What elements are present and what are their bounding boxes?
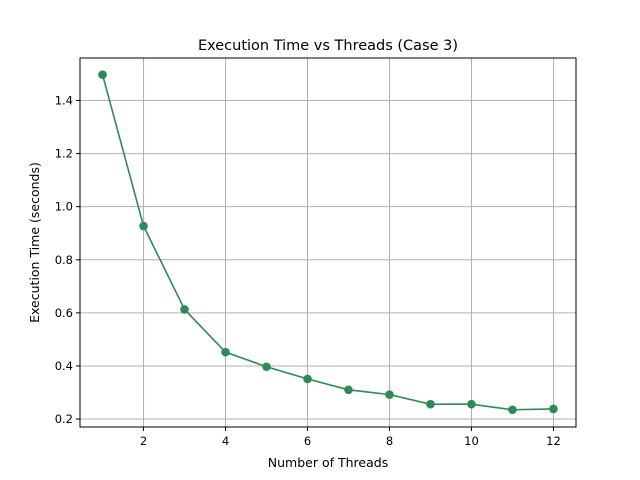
data-point: [385, 390, 394, 399]
y-tick-label: 0.2: [55, 412, 73, 426]
data-point: [549, 404, 558, 414]
y-axis-label: Execution Time (seconds): [27, 162, 42, 323]
x-tick-label: 6: [304, 434, 311, 448]
data-point: [139, 221, 148, 231]
grid-lines: [80, 58, 576, 427]
y-tick-label: 1.0: [55, 200, 73, 214]
data-point: [508, 405, 517, 415]
x-tick-label: 2: [140, 434, 147, 448]
plot-frame: [79, 57, 577, 428]
x-tick-label: 8: [386, 434, 393, 448]
y-tick-label: 1.4: [55, 93, 73, 107]
chart-title: Execution Time vs Threads (Case 3): [198, 38, 458, 54]
x-tick-label: 10: [464, 434, 479, 448]
y-tick-label: 0.6: [55, 306, 73, 320]
data-series: [98, 70, 558, 415]
data-point: [467, 399, 476, 409]
data-point: [262, 362, 271, 372]
y-tick-label: 1.2: [55, 147, 73, 161]
axis-ticks: 2 4 6 8 10 12 0.2 0.4 0.6 0.8 1.0 1.2 1.4: [55, 93, 561, 448]
data-point: [344, 385, 353, 395]
data-point: [426, 399, 435, 409]
data-point: [98, 70, 107, 80]
series-line: [101, 74, 554, 411]
x-tick-label: 4: [222, 434, 229, 448]
data-point: [180, 305, 189, 314]
x-tick-label: 12: [546, 434, 561, 448]
data-point: [221, 347, 230, 357]
data-point: [303, 374, 312, 384]
y-tick-label: 0.4: [55, 359, 73, 373]
plot-background: [80, 58, 576, 427]
y-tick-label: 0.8: [55, 253, 73, 267]
x-axis-label: Number of Threads: [268, 455, 388, 470]
